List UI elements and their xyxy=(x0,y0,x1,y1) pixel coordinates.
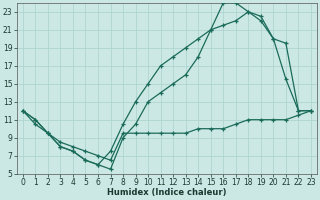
X-axis label: Humidex (Indice chaleur): Humidex (Indice chaleur) xyxy=(107,188,227,197)
